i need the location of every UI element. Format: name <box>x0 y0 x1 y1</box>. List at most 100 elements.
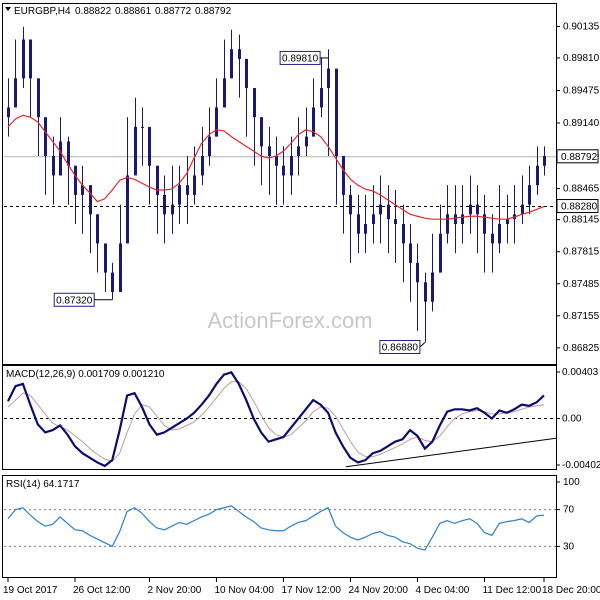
time-tick-label: 10 Nov 04:00 <box>214 585 274 596</box>
candle-body <box>156 165 159 195</box>
candle-body <box>335 68 338 157</box>
annotation-label: 0.89810 <box>282 53 319 64</box>
candle-body <box>372 214 375 225</box>
price-tick-label: 0.89810 <box>563 53 600 64</box>
rsi-layer <box>4 505 556 551</box>
time-tick-label: 24 Nov 20:00 <box>348 585 408 596</box>
candle-body <box>104 243 107 273</box>
rsi-tick-label: 100 <box>563 477 580 488</box>
candle-body <box>476 204 479 215</box>
candle-body <box>461 214 464 225</box>
candle-body <box>89 185 92 215</box>
time-tick-label: 18 Dec 20:00 <box>542 585 600 596</box>
candle-body <box>402 224 405 244</box>
macd-trendline <box>345 437 557 468</box>
reference-price-box <box>556 199 599 214</box>
last-price-box <box>556 149 599 164</box>
candle-body <box>357 214 360 234</box>
last-price-label: 0.88792 <box>561 152 598 163</box>
macd-main-line <box>7 371 545 468</box>
candle-body <box>44 117 47 157</box>
price-tick-label: 0.86825 <box>563 343 600 354</box>
candle-body <box>238 49 241 59</box>
rsi-tick-label: 70 <box>563 505 575 516</box>
candle-body <box>245 58 248 89</box>
symbol-label: EURGBP,H4 <box>14 6 71 17</box>
macd-tick-label: 0.00403 <box>562 367 599 378</box>
candle-body <box>290 156 293 176</box>
candle-body <box>543 156 546 166</box>
annotation-label: 0.87320 <box>56 295 93 306</box>
candle-body <box>469 204 472 215</box>
price-tick-label: 0.87815 <box>563 247 600 258</box>
rsi-axis: 100 70 30 <box>556 477 580 552</box>
watermark-text: ActionForex.com <box>207 308 372 333</box>
candle-body <box>424 282 427 302</box>
price-annotations: 0.89810 0.87320 0.86880 <box>53 50 426 355</box>
candle-body <box>134 126 137 176</box>
candle-body <box>439 233 442 273</box>
price-tick-label: 0.90135 <box>563 21 600 32</box>
candle-body <box>506 219 509 225</box>
candle-body <box>536 165 539 186</box>
candle-body <box>186 185 189 195</box>
candle-body <box>521 204 524 215</box>
candle-body <box>416 262 419 283</box>
annotation-label: 0.86880 <box>382 343 419 354</box>
candle-body <box>201 156 204 176</box>
macd-layer <box>4 371 557 468</box>
candle-body <box>297 146 300 157</box>
rsi-title: RSI(14) 64.1717 <box>6 479 80 490</box>
candle-body <box>14 78 17 108</box>
price-tick-label: 0.89475 <box>563 85 600 96</box>
candle-body <box>37 78 40 118</box>
candle-body <box>253 88 256 118</box>
candle-body <box>52 156 55 176</box>
candle-body <box>163 194 166 215</box>
candle-body <box>260 117 263 147</box>
price-reference-lines <box>4 156 556 208</box>
candle-body <box>349 194 352 215</box>
annotation-box <box>279 50 321 65</box>
candle-body <box>178 185 181 205</box>
candle-body <box>230 49 233 79</box>
ohlc-open: 0.88822 <box>75 6 112 17</box>
ohlc-low: 0.88772 <box>155 6 192 17</box>
candle-body <box>387 204 390 220</box>
candle-body <box>67 141 70 166</box>
candle-body <box>193 175 196 195</box>
time-tick-label: 26 Oct 12:00 <box>73 585 131 596</box>
time-tick-label: 11 Dec 12:00 <box>482 585 541 596</box>
candle-body <box>59 141 62 176</box>
candle-body <box>498 224 501 244</box>
ohlc-high: 0.88861 <box>115 6 152 17</box>
candle-body <box>327 68 330 89</box>
candlestick-series <box>7 26 546 343</box>
candle-body <box>141 126 144 128</box>
candle-body <box>364 224 367 234</box>
candle-body <box>29 39 32 79</box>
price-tick-label: 0.87485 <box>563 279 600 290</box>
candle-body <box>379 204 382 215</box>
rsi-panel-frame <box>2 475 557 578</box>
time-tick-label: 4 Dec 04:00 <box>415 585 469 596</box>
rsi-tick-label: 30 <box>563 541 575 552</box>
candle-body <box>528 185 531 205</box>
candle-body <box>320 88 323 108</box>
candle-body <box>409 243 412 263</box>
price-axis: 0.901350.898100.894750.891400.888000.884… <box>556 21 600 354</box>
time-tick-label: 19 Oct 2017 <box>3 585 58 596</box>
annotation-box <box>53 292 95 307</box>
candle-body <box>312 107 315 137</box>
candle-body <box>96 214 99 244</box>
candle-body <box>215 107 218 137</box>
moving-average-layer <box>7 114 545 220</box>
candle-body <box>268 146 271 157</box>
price-tick-label: 0.87155 <box>563 311 600 322</box>
candle-body <box>81 185 84 195</box>
candle-body <box>454 214 457 225</box>
candle-body <box>394 219 397 225</box>
macd-tick-label: 0.00 <box>562 414 582 425</box>
collapse-triangle-icon[interactable] <box>5 7 11 11</box>
candle-body <box>74 165 77 195</box>
